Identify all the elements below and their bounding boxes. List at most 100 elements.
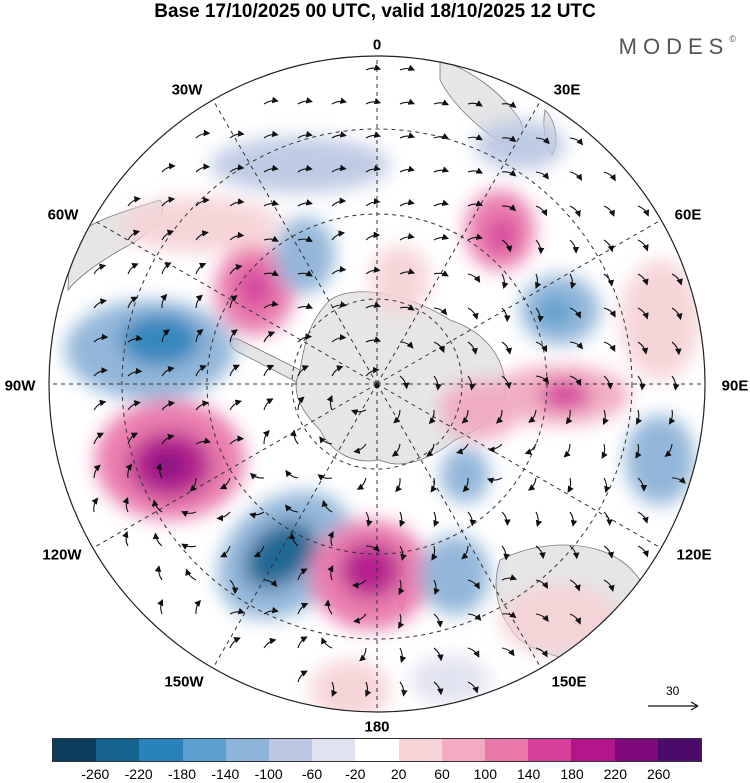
wind-arrow (603, 171, 616, 182)
wind-arrow (467, 100, 483, 107)
colorbar-ticks: -260 -220 -180 -140 -100 -60 -20 20 60 100 140 180 2… (0, 766, 750, 782)
wind-arrow (671, 307, 683, 321)
wind-arrow (399, 511, 406, 528)
wind-arrow (433, 307, 448, 316)
wind-arrow (151, 499, 163, 513)
wind-arrow (501, 647, 515, 657)
reference-vector-label: 30 (666, 684, 680, 698)
wind-arrow (528, 409, 537, 423)
wind-arrow (637, 545, 649, 558)
wind-arrow (161, 229, 175, 241)
colorbar-swatch (182, 739, 226, 761)
wind-arrow (524, 443, 537, 455)
wind-arrow (433, 647, 444, 662)
wind-arrow (399, 304, 415, 311)
colorbar-tick-label: 180 (560, 766, 584, 782)
anomaly-negative (244, 521, 316, 589)
wind-arrow (327, 565, 334, 581)
wind-arrow (93, 333, 109, 343)
wind-arrow (603, 273, 615, 287)
wind-arrow (467, 511, 477, 527)
wind-arrow (262, 430, 270, 445)
anomaly-positive (310, 660, 390, 712)
brand-mark: © (729, 34, 736, 44)
wind-arrow (161, 365, 175, 377)
colorbar-swatch (96, 739, 140, 761)
wind-arrow (501, 375, 512, 390)
wind-arrow (501, 169, 517, 177)
wind-arrow (535, 579, 549, 589)
wind-arrow (496, 409, 504, 424)
wind-arrow (671, 273, 683, 286)
wind-arrow (351, 579, 367, 589)
wind-arrow (569, 307, 581, 319)
wind-arrow (155, 463, 163, 479)
wind-arrow (331, 265, 347, 275)
wind-arrow (671, 476, 686, 484)
anomaly-positive (540, 379, 590, 411)
wind-arrow (353, 613, 367, 624)
wind-arrow (365, 97, 382, 105)
wind-arrow (664, 443, 673, 457)
wind-arrow (569, 545, 580, 560)
wind-arrow (365, 366, 380, 377)
wind-arrow (462, 477, 470, 493)
wind-arrow (467, 613, 482, 621)
wind-arrow (535, 307, 544, 323)
wind-arrow (398, 613, 405, 629)
colorbar-tick-label: 100 (473, 766, 498, 782)
wind-arrow (535, 375, 549, 384)
wind-arrow (297, 270, 313, 277)
wind-arrow (195, 230, 209, 241)
wind-arrow (433, 166, 450, 173)
wind-arrow (603, 511, 613, 526)
colorbar-swatch (657, 739, 702, 761)
reference-vector: 30 (646, 684, 706, 714)
wind-arrow (603, 579, 615, 592)
wind-arrow (229, 198, 245, 207)
wind-arrow (297, 164, 313, 173)
wind-arrow (327, 531, 334, 547)
colorbar-tick-label: -100 (254, 766, 283, 782)
wind-arrow (263, 164, 279, 173)
wind-arrow (285, 504, 299, 513)
wind-arrow (331, 230, 346, 241)
meridian-line (376, 383, 662, 549)
colorbar-swatch (269, 739, 313, 761)
latitude-circle (206, 213, 548, 555)
wind-arrow (433, 613, 444, 628)
wind-arrow (161, 400, 176, 411)
meridian-line (376, 383, 542, 669)
wind-arrow (331, 301, 347, 309)
wind-arrow (433, 233, 449, 241)
wind-arrow (216, 511, 231, 522)
wind-arrow (359, 647, 367, 662)
wind-arrow (467, 681, 479, 694)
wind-arrow (501, 204, 517, 212)
wind-arrow (535, 205, 548, 217)
colorbar-tick-label: -60 (301, 766, 323, 782)
anomaly-negative (410, 655, 490, 705)
map-title: Base 17/10/2025 00 UTC, valid 18/10/2025… (154, 1, 596, 22)
longitude-label-90e: 90E (721, 377, 749, 395)
wind-arrow (671, 375, 680, 391)
wind-arrow (195, 437, 211, 445)
anomaly-field (65, 120, 700, 712)
wind-arrow (161, 433, 175, 445)
colorbar-swatch (225, 739, 270, 761)
longitude-label-90w: 90W (4, 377, 36, 395)
wind-arrow (467, 167, 483, 174)
wind-arrow (433, 270, 449, 277)
wind-arrow (567, 477, 574, 493)
wind-arrow (569, 341, 584, 350)
wind-arrow (365, 164, 381, 173)
wind-arrow (637, 307, 649, 320)
wind-arrow (603, 545, 615, 559)
wind-arrow (263, 579, 278, 588)
wind-arrow (569, 137, 584, 146)
anomaly-negative (475, 120, 565, 170)
meridian-line (92, 219, 378, 385)
wind-arrow (365, 266, 381, 275)
wind-arrow (219, 477, 231, 490)
